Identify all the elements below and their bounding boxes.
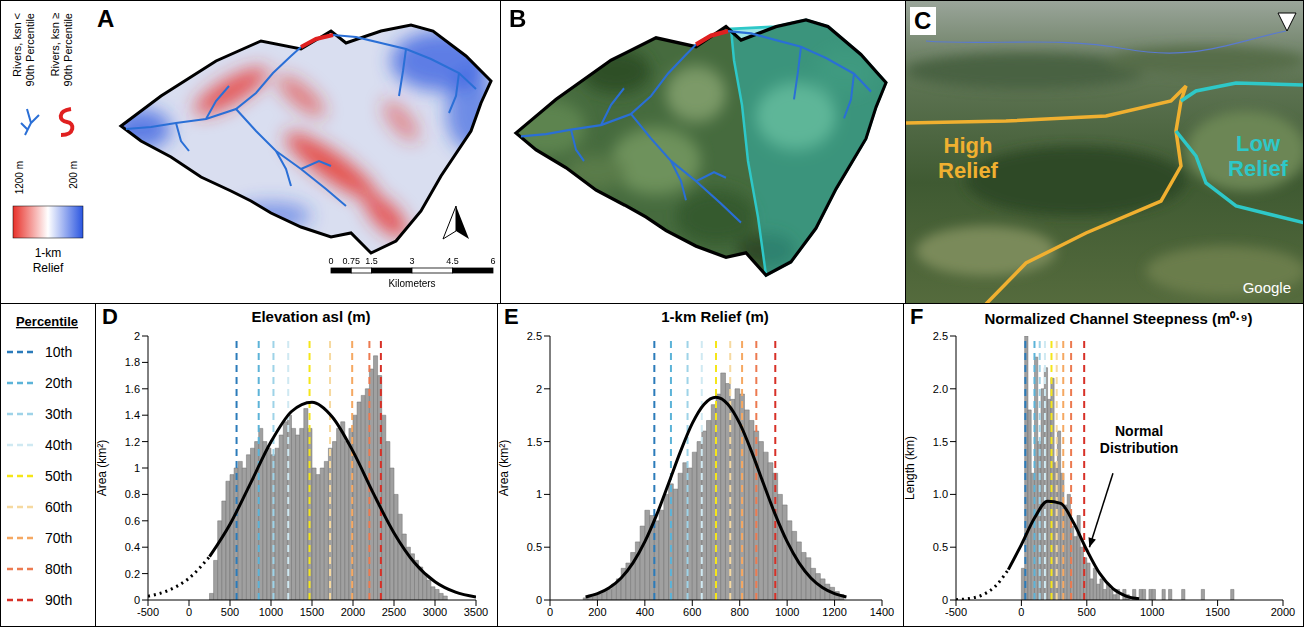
- svg-text:1.2: 1.2: [125, 436, 140, 448]
- svg-text:2500: 2500: [382, 606, 406, 618]
- svg-text:0.6: 0.6: [125, 515, 140, 527]
- svg-text:Rivers, ksn ≥: Rivers, ksn ≥: [49, 13, 61, 77]
- svg-text:0.2: 0.2: [125, 568, 140, 580]
- svg-text:B: B: [509, 5, 526, 32]
- svg-text:800: 800: [731, 606, 749, 618]
- svg-text:Area (km²): Area (km²): [96, 440, 109, 497]
- svg-text:1000: 1000: [259, 606, 283, 618]
- svg-text:1500: 1500: [300, 606, 324, 618]
- svg-text:1.5: 1.5: [527, 436, 542, 448]
- svg-text:2.5: 2.5: [933, 330, 948, 342]
- svg-text:0: 0: [134, 594, 140, 606]
- svg-text:-500: -500: [945, 606, 967, 618]
- svg-text:600: 600: [683, 606, 701, 618]
- svg-text:90th Percentile: 90th Percentile: [62, 13, 74, 86]
- svg-text:500: 500: [221, 606, 239, 618]
- svg-text:NormalDistribution: NormalDistribution: [1100, 423, 1179, 456]
- svg-text:30th: 30th: [45, 406, 72, 422]
- html-text:Elevation asl (m): Elevation asl (m): [251, 308, 371, 325]
- svg-text:70th: 70th: [45, 530, 72, 546]
- svg-text:0.5: 0.5: [933, 541, 948, 553]
- svg-text:2.5: 2.5: [527, 330, 542, 342]
- svg-text:1200: 1200: [822, 606, 846, 618]
- svg-text:40th: 40th: [45, 437, 72, 453]
- svg-text:80th: 80th: [45, 561, 72, 577]
- html-text:1-km Relief (m): 1-km Relief (m): [661, 308, 769, 325]
- svg-text:A: A: [97, 5, 114, 32]
- svg-text:Rivers, ksn <: Rivers, ksn <: [11, 13, 23, 77]
- svg-text:1.4: 1.4: [125, 409, 140, 421]
- svg-text:Kilometers: Kilometers: [388, 278, 435, 289]
- svg-text:Percentile: Percentile: [16, 314, 78, 329]
- svg-text:200: 200: [588, 606, 606, 618]
- svg-text:1.5: 1.5: [933, 436, 948, 448]
- svg-text:500: 500: [1078, 606, 1096, 618]
- svg-text:High: High: [944, 133, 993, 158]
- svg-text:0: 0: [536, 594, 542, 606]
- svg-text:1: 1: [134, 462, 140, 474]
- html-text:E: E: [504, 304, 519, 329]
- svg-text:200 m: 200 m: [68, 161, 79, 189]
- svg-text:2: 2: [536, 383, 542, 395]
- svg-text:10th: 10th: [45, 344, 72, 360]
- svg-text:1.0: 1.0: [933, 488, 948, 500]
- html-text:F: F: [910, 304, 924, 329]
- svg-text:0: 0: [1018, 606, 1024, 618]
- svg-text:6: 6: [490, 256, 495, 266]
- svg-text:0.4: 0.4: [125, 541, 140, 553]
- svg-text:1.8: 1.8: [125, 356, 140, 368]
- svg-text:60th: 60th: [45, 499, 72, 515]
- svg-text:4.5: 4.5: [446, 256, 459, 266]
- svg-text:2: 2: [134, 330, 140, 342]
- svg-text:0: 0: [942, 594, 948, 606]
- svg-text:1000: 1000: [1140, 606, 1164, 618]
- svg-text:Area (km²): Area (km²): [498, 440, 511, 497]
- svg-text:20th: 20th: [45, 375, 72, 391]
- svg-text:Relief: Relief: [33, 261, 64, 275]
- svg-text:0.5: 0.5: [527, 541, 542, 553]
- svg-text:2000: 2000: [1271, 606, 1295, 618]
- svg-text:90th Percentile: 90th Percentile: [24, 13, 36, 86]
- svg-text:50th: 50th: [45, 468, 72, 484]
- svg-text:1.5: 1.5: [365, 256, 378, 266]
- svg-text:1: 1: [536, 488, 542, 500]
- svg-text:-500: -500: [137, 606, 159, 618]
- svg-text:90th: 90th: [45, 592, 72, 608]
- svg-text:0: 0: [328, 256, 333, 266]
- html-text:Normalized Channel Steepness (: Normalized Channel Steepness (m⁰·⁹): [984, 310, 1253, 327]
- svg-text:1500: 1500: [1205, 606, 1229, 618]
- svg-text:Length (km): Length (km): [904, 436, 917, 500]
- svg-text:0: 0: [547, 606, 553, 618]
- svg-text:Low: Low: [1236, 131, 1281, 156]
- svg-text:2.0: 2.0: [933, 383, 948, 395]
- svg-text:3: 3: [409, 256, 414, 266]
- svg-text:0.75: 0.75: [342, 256, 360, 266]
- svg-text:1200 m: 1200 m: [14, 161, 25, 194]
- svg-text:3000: 3000: [423, 606, 447, 618]
- svg-text:1.6: 1.6: [125, 383, 140, 395]
- svg-text:400: 400: [636, 606, 654, 618]
- svg-text:Google: Google: [1243, 279, 1291, 296]
- svg-text:1400: 1400: [870, 606, 894, 618]
- svg-text:Relief: Relief: [938, 158, 999, 183]
- svg-text:C: C: [914, 7, 931, 34]
- svg-text:3500: 3500: [464, 606, 488, 618]
- svg-text:1000: 1000: [775, 606, 799, 618]
- svg-text:0: 0: [186, 606, 192, 618]
- svg-text:1-km: 1-km: [35, 246, 62, 260]
- svg-text:0.8: 0.8: [125, 488, 140, 500]
- svg-text:Relief: Relief: [1228, 156, 1289, 181]
- svg-text:2000: 2000: [341, 606, 365, 618]
- html-text:D: D: [102, 304, 118, 329]
